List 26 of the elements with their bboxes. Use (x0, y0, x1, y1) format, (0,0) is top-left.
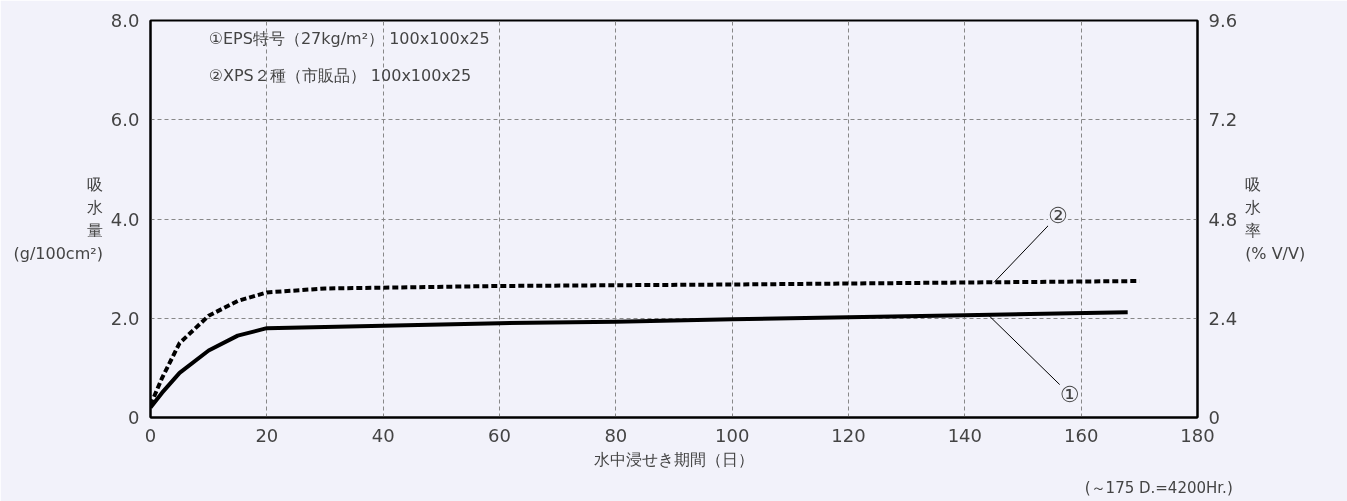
annotation: ①EPS特号（27kg/m²） 100x100x25 (208, 28, 490, 48)
y-axis-title: 吸水量(g/100cm²) (13, 175, 103, 263)
annotation: ① (1059, 381, 1080, 407)
x-axis-title: 水中浸せき期間（日） (594, 449, 754, 469)
annotation: ② (1048, 203, 1068, 229)
x-tick-label: 160 (1063, 424, 1099, 446)
y2-tick-label: 9.6 (1208, 10, 1238, 31)
x-tick-label: 120 (831, 424, 866, 446)
y-tick-label: 0 (128, 407, 140, 428)
y2-tick-label: 4.8 (1208, 208, 1238, 230)
x-tick-label: 0 (144, 424, 157, 446)
y2-tick-label: 2.4 (1208, 307, 1238, 329)
y2-axis-title: 吸水率(% V/V) (1245, 175, 1306, 263)
y2-tick-label: 7.2 (1208, 109, 1238, 131)
x-tick-label: 80 (604, 424, 628, 446)
x-tick-label: 140 (947, 424, 983, 446)
y-tick-label: 8.0 (110, 10, 140, 31)
y-tick-label: 4.0 (110, 208, 140, 230)
x-tick-label: 100 (714, 424, 750, 446)
x-tick-label: 20 (255, 424, 279, 446)
x-tick-label: 40 (371, 424, 395, 446)
x-tick-label: 60 (488, 424, 511, 446)
y-tick-label: 6.0 (110, 109, 140, 131)
annotation: ②XPS２種（市販品） 100x100x25 (208, 66, 472, 86)
text: (～175 D.=4200Hr.) (1084, 478, 1233, 497)
y-tick-label: 2.0 (110, 307, 140, 329)
